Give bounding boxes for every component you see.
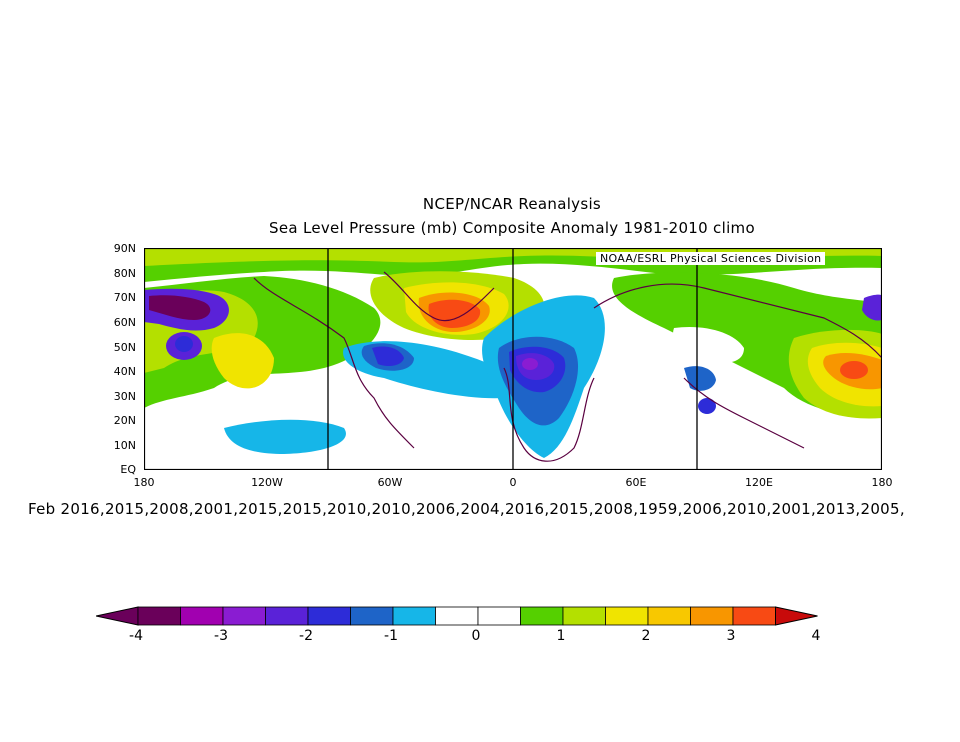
colorbar-swatch bbox=[222, 606, 266, 626]
lon-label-60e: 60E bbox=[625, 476, 647, 489]
colorbar-swatch bbox=[307, 606, 351, 626]
lon-label-60w: 60W bbox=[377, 476, 403, 489]
chart-subtitle: Sea Level Pressure (mb) Composite Anomal… bbox=[269, 219, 755, 237]
colorbar-swatch bbox=[690, 606, 734, 626]
lat-label-90n: 90N bbox=[113, 242, 136, 255]
colorbar bbox=[96, 606, 818, 626]
composite-years: Feb 2016,2015,2008,2001,2015,2015,2010,2… bbox=[28, 500, 905, 518]
lat-label-70n: 70N bbox=[113, 291, 136, 304]
colorbar-swatch bbox=[137, 606, 181, 626]
colorbar-swatch bbox=[647, 606, 691, 626]
colorbar-swatch bbox=[180, 606, 224, 626]
colorbar-swatch bbox=[435, 606, 479, 626]
lon-label-120e: 120E bbox=[745, 476, 773, 489]
lat-label-10n: 10N bbox=[113, 439, 136, 452]
colorbar-label: 1 bbox=[556, 628, 566, 644]
colorbar-swatch bbox=[520, 606, 564, 626]
colorbar-swatch bbox=[350, 606, 394, 626]
anomaly-map bbox=[144, 248, 882, 470]
colorbar-label: -3 bbox=[214, 628, 228, 644]
lon-label-120w: 120W bbox=[251, 476, 283, 489]
colorbar-label: 3 bbox=[726, 628, 736, 644]
colorbar-arrow-left bbox=[96, 606, 139, 626]
colorbar-swatch bbox=[732, 606, 776, 626]
colorbar-label: -1 bbox=[384, 628, 398, 644]
colorbar-swatch bbox=[477, 606, 521, 626]
colorbar-label: -2 bbox=[299, 628, 313, 644]
lat-label-50n: 50N bbox=[113, 341, 136, 354]
lat-label-60n: 60N bbox=[113, 316, 136, 329]
chart-title: NCEP/NCAR Reanalysis bbox=[422, 195, 602, 213]
colorbar-label: 2 bbox=[641, 628, 651, 644]
anomaly-map-canvas bbox=[144, 248, 882, 470]
lon-label-180e: 180 bbox=[871, 476, 893, 489]
lat-label-80n: 80N bbox=[113, 267, 136, 280]
colorbar-swatch bbox=[605, 606, 649, 626]
colorbar-label: 0 bbox=[471, 628, 481, 644]
lon-label-0: 0 bbox=[509, 476, 517, 489]
colorbar-label: -4 bbox=[129, 628, 143, 644]
colorbar-swatch bbox=[392, 606, 436, 626]
credit-label: NOAA/ESRL Physical Sciences Division bbox=[596, 252, 826, 265]
lat-label-40n: 40N bbox=[113, 365, 136, 378]
colorbar-swatch bbox=[265, 606, 309, 626]
colorbar-label: 4 bbox=[811, 628, 821, 644]
lon-label-180w: 180 bbox=[133, 476, 155, 489]
colorbar-swatch bbox=[562, 606, 606, 626]
colorbar-arrow-right bbox=[775, 606, 818, 626]
lat-label-20n: 20N bbox=[113, 414, 136, 427]
lat-label-eq: EQ bbox=[120, 463, 136, 476]
lat-label-30n: 30N bbox=[113, 390, 136, 403]
